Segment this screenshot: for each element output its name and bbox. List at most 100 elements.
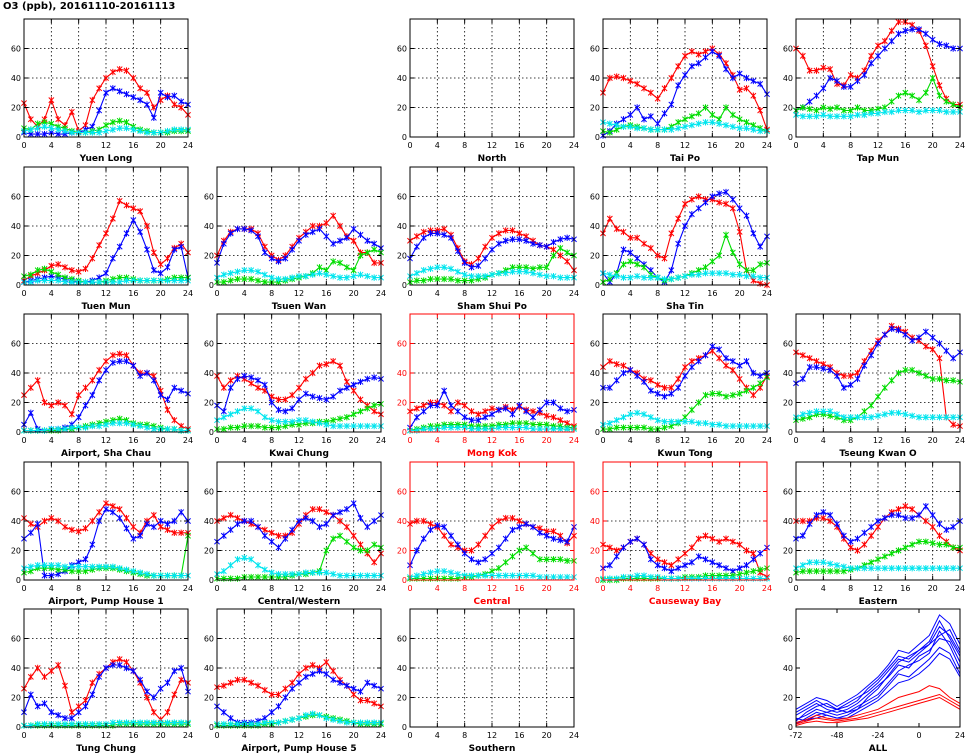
x-tick-label: 16 [128, 731, 138, 740]
data-point-blue [371, 517, 378, 525]
data-point-red [922, 42, 929, 49]
data-point-cyan [668, 418, 675, 425]
data-point-cyan [454, 424, 461, 431]
data-point-cyan [275, 275, 282, 283]
data-point-blue [895, 511, 902, 519]
data-point-red [34, 664, 41, 672]
x-tick-label: 0 [600, 584, 605, 593]
data-point-red [668, 384, 675, 391]
data-point-green [909, 92, 916, 99]
data-point-cyan [150, 129, 157, 136]
data-point-blue [688, 363, 695, 371]
data-point-green [343, 264, 350, 271]
data-point-red [282, 685, 289, 692]
data-point-cyan [34, 562, 41, 569]
data-point-red [82, 265, 89, 272]
data-point-green [729, 111, 736, 119]
data-point-cyan [909, 565, 916, 572]
data-point-blue [929, 334, 936, 341]
data-point-blue [922, 503, 929, 510]
data-point-cyan [316, 712, 323, 719]
data-point-red [330, 358, 337, 365]
data-point-red [620, 74, 627, 82]
data-point-cyan [868, 414, 875, 421]
data-point-red [750, 92, 757, 99]
data-point-green [641, 424, 647, 431]
data-point-blue [495, 240, 502, 247]
y-tick-label: 60 [11, 340, 21, 349]
series-line-red [795, 693, 961, 725]
data-point-cyan [902, 411, 909, 418]
data-point-cyan [695, 120, 702, 127]
data-point-red [350, 691, 357, 698]
data-point-blue [668, 390, 675, 397]
data-point-cyan [827, 408, 834, 415]
data-point-green [413, 277, 420, 284]
data-point-cyan [922, 107, 929, 114]
data-point-red [847, 71, 854, 79]
data-point-cyan [150, 277, 157, 284]
series-line-blue [795, 619, 961, 725]
data-point-cyan [668, 275, 675, 283]
y-tick-label: 0 [16, 281, 21, 290]
data-point-green [950, 544, 957, 551]
data-point-red [123, 202, 130, 209]
data-point-red [750, 391, 757, 399]
y-tick-label: 0 [402, 281, 407, 290]
y-tick-label: 0 [595, 428, 600, 437]
data-point-blue [750, 556, 757, 563]
data-point-blue [840, 532, 847, 539]
x-tick-label: 24 [183, 584, 193, 593]
data-point-cyan [929, 107, 936, 114]
data-point-cyan [282, 418, 289, 425]
data-point-blue [929, 36, 936, 43]
data-point-red [137, 85, 144, 92]
data-point-blue [144, 688, 150, 695]
data-point-cyan [41, 123, 48, 130]
data-point-blue [164, 520, 171, 528]
y-tick-label: 20 [590, 252, 600, 261]
data-point-blue [234, 225, 241, 233]
x-tick-label: 12 [873, 436, 883, 445]
data-point-cyan [289, 570, 296, 578]
x-tick-label: 4 [49, 141, 54, 150]
data-point-cyan [627, 123, 634, 130]
data-point-red [48, 667, 55, 675]
data-point-blue [868, 523, 875, 531]
data-point-blue [723, 65, 729, 73]
y-tick-label: 40 [590, 222, 600, 231]
data-point-cyan [62, 425, 68, 433]
data-point-blue [364, 375, 371, 383]
data-point-red [427, 520, 434, 528]
data-point-blue [543, 243, 550, 250]
data-point-blue [116, 243, 123, 250]
data-point-red [68, 526, 75, 534]
y-tick-label: 60 [397, 45, 407, 54]
data-point-green [448, 275, 454, 283]
data-point-red [150, 249, 157, 256]
data-point-cyan [502, 572, 509, 579]
data-point-green [709, 258, 716, 265]
data-point-green [682, 116, 688, 123]
data-point-cyan [62, 563, 68, 570]
data-point-red [729, 538, 736, 545]
data-point-red [337, 362, 343, 369]
data-point-green [799, 104, 806, 111]
data-point-blue [489, 550, 495, 557]
data-point-cyan [323, 421, 330, 428]
data-point-red [675, 63, 682, 70]
data-point-cyan [96, 563, 103, 570]
data-point-cyan [178, 719, 185, 726]
panel-title: North [478, 154, 507, 164]
data-point-red [736, 375, 743, 383]
data-point-blue [150, 523, 157, 531]
data-point-red [461, 402, 468, 409]
data-point-cyan [323, 271, 330, 278]
data-point-cyan [68, 424, 75, 431]
x-tick-label: 16 [514, 436, 524, 445]
y-tick-label: 20 [204, 547, 214, 556]
data-point-cyan [461, 271, 468, 278]
data-point-cyan [695, 419, 702, 427]
